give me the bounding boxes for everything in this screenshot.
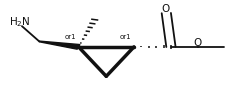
Text: or1: or1 [65,34,76,40]
Polygon shape [39,41,80,49]
Text: or1: or1 [120,34,132,40]
Text: O: O [193,38,202,48]
Text: H$_2$N: H$_2$N [9,15,31,29]
Text: O: O [161,4,169,14]
